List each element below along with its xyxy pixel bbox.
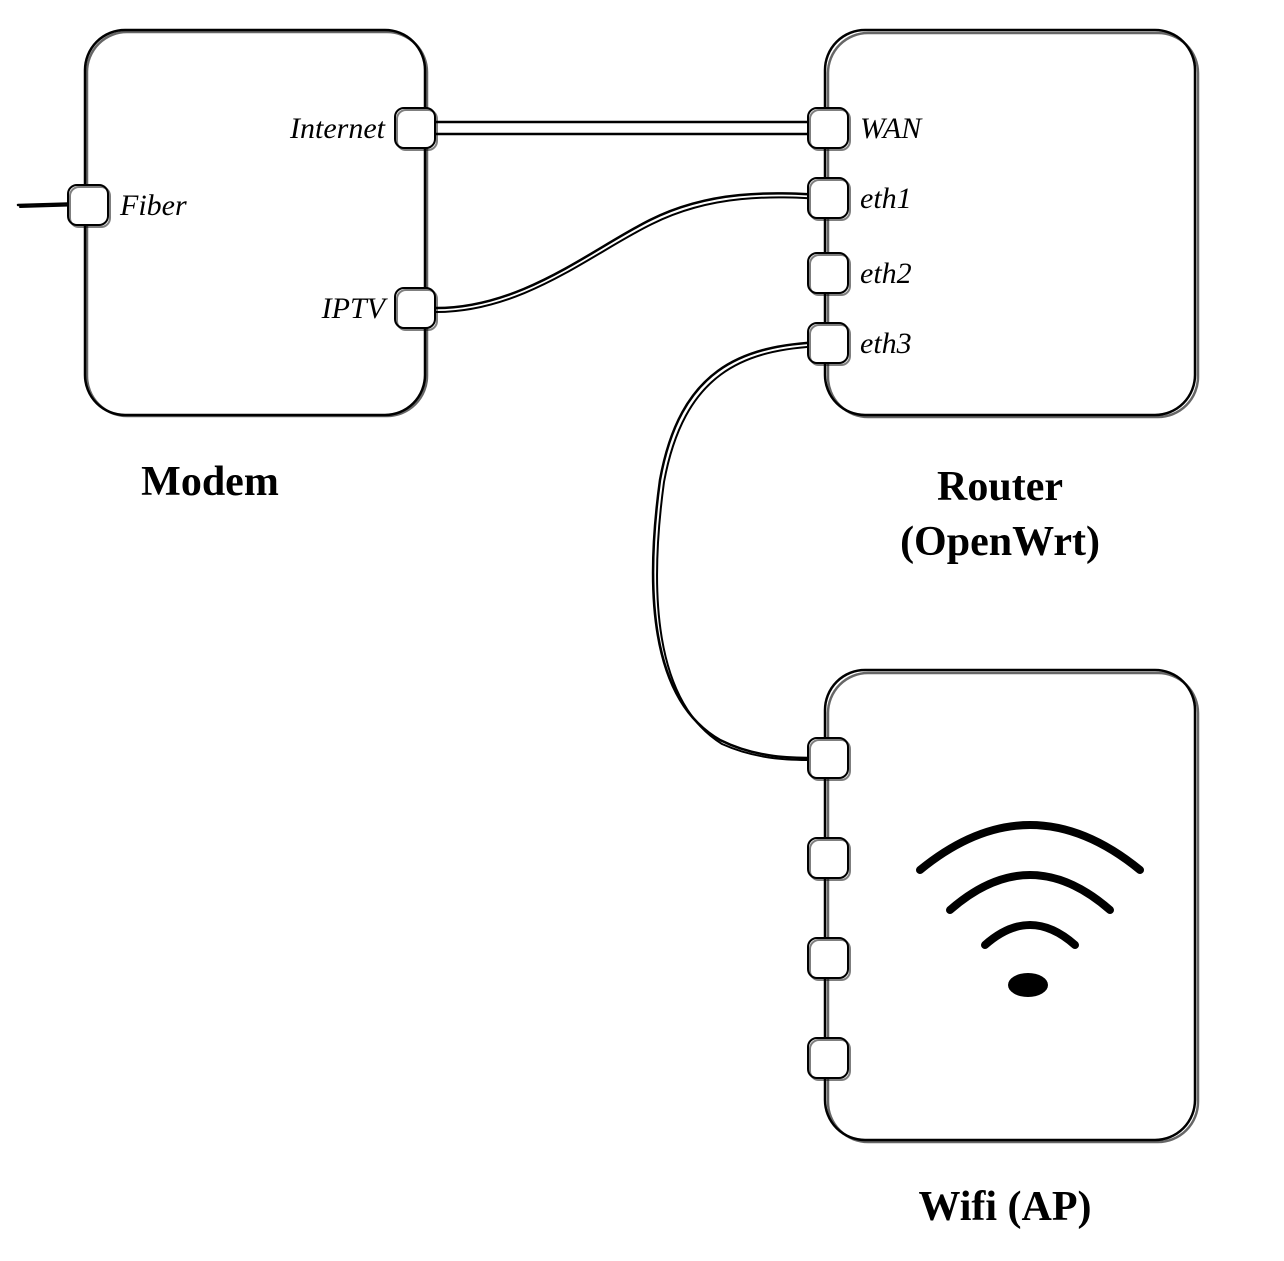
- port-router-wan: WAN: [808, 108, 923, 150]
- port-label-eth1: eth1: [860, 182, 912, 215]
- port-router-eth3: eth3: [808, 323, 912, 365]
- node-modem: Fiber Internet IPTV Modem: [68, 30, 437, 505]
- port-label-fiber: Fiber: [119, 189, 187, 222]
- device-label-wifi: Wifi (AP): [918, 1184, 1091, 1230]
- network-diagram: Fiber Internet IPTV Modem WAN eth1: [0, 0, 1284, 1261]
- port-router-eth1: eth1: [808, 178, 912, 220]
- wifi-icon: [920, 825, 1140, 997]
- port-ap-4: [808, 1038, 850, 1080]
- device-label-modem: Modem: [141, 459, 279, 505]
- port-ap-1: [808, 738, 850, 780]
- port-label-internet: Internet: [289, 112, 386, 145]
- port-label-eth3: eth3: [860, 327, 912, 360]
- port-modem-fiber: Fiber: [68, 185, 187, 227]
- port-ap-2: [808, 838, 850, 880]
- edge-internet-wan: [432, 122, 824, 134]
- node-router: WAN eth1 eth2 eth3 Router (OpenWrt): [808, 30, 1198, 565]
- device-label-router-2: (OpenWrt): [900, 519, 1100, 565]
- port-label-wan: WAN: [860, 112, 923, 145]
- port-modem-iptv: IPTV: [321, 288, 437, 330]
- device-label-router-1: Router: [937, 464, 1063, 510]
- port-ap-3: [808, 938, 850, 980]
- port-label-iptv: IPTV: [321, 292, 389, 325]
- port-router-eth2: eth2: [808, 253, 912, 295]
- port-label-eth2: eth2: [860, 257, 912, 290]
- node-wifi-ap: Wifi (AP): [808, 670, 1198, 1230]
- edge-iptv-eth1: [432, 193, 824, 312]
- port-modem-internet: Internet: [289, 108, 437, 150]
- edge-eth3-ap: [653, 342, 824, 760]
